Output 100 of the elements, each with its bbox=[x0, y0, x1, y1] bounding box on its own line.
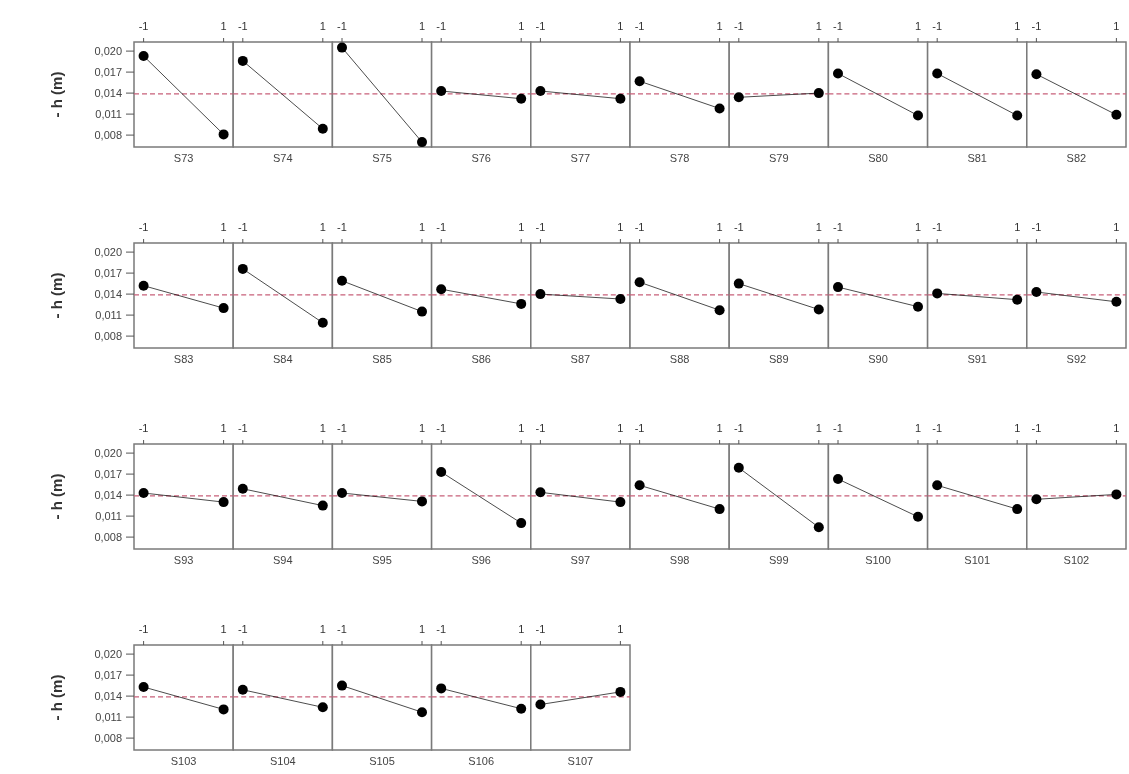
x-tick-label: -1 bbox=[436, 422, 447, 434]
y-tick-label: 0,011 bbox=[95, 308, 122, 321]
y-tick-label: 0,017 bbox=[94, 266, 122, 279]
x-axis-title: S91 bbox=[967, 353, 987, 365]
x-tick-label: 1 bbox=[716, 20, 723, 32]
x-tick-label: 1 bbox=[220, 623, 227, 635]
x-tick-label: -1 bbox=[237, 20, 248, 32]
x-tick-label: 1 bbox=[815, 20, 822, 32]
y-tick-label: 0,017 bbox=[94, 668, 122, 681]
x-axis-title: S84 bbox=[273, 353, 293, 365]
x-tick-label: 1 bbox=[220, 221, 227, 233]
x-tick-label: 1 bbox=[220, 20, 227, 32]
x-tick-label: 1 bbox=[914, 20, 922, 32]
x-axis-title: S92 bbox=[1066, 353, 1087, 365]
x-axis-title: S83 bbox=[173, 353, 194, 365]
x-tick-label: -1 bbox=[535, 422, 546, 434]
x-axis-title: S105 bbox=[369, 755, 395, 767]
x-tick-label: -1 bbox=[237, 221, 248, 233]
x-tick-label: -1 bbox=[1031, 422, 1042, 434]
x-tick-label: 1 bbox=[319, 422, 326, 434]
x-tick-label: -1 bbox=[436, 623, 447, 635]
x-tick-label: -1 bbox=[138, 422, 149, 434]
x-tick-label: 1 bbox=[418, 20, 426, 32]
x-axis-title: S98 bbox=[669, 554, 690, 566]
x-tick-label: 1 bbox=[914, 422, 922, 434]
x-tick-label: 1 bbox=[1113, 20, 1120, 32]
x-axis-title: S74 bbox=[273, 152, 293, 164]
x-tick-label: 1 bbox=[617, 623, 624, 635]
x-axis-title: S78 bbox=[669, 152, 690, 164]
x-tick-label: -1 bbox=[138, 623, 149, 635]
x-tick-label: 1 bbox=[319, 20, 326, 32]
y-tick-label: 0,011 bbox=[95, 509, 122, 522]
x-axis-title: S89 bbox=[769, 353, 789, 365]
x-tick-label: 1 bbox=[1113, 422, 1120, 434]
x-tick-label: -1 bbox=[1031, 221, 1042, 233]
x-tick-label: 1 bbox=[815, 221, 822, 233]
x-tick-label: -1 bbox=[733, 20, 744, 32]
x-tick-label: 1 bbox=[914, 221, 922, 233]
y-tick-label: 0,011 bbox=[95, 710, 122, 723]
x-axis-title: S97 bbox=[570, 554, 591, 566]
y-tick-label: 0,008 bbox=[94, 530, 122, 543]
y-tick-label: 0,017 bbox=[94, 467, 122, 480]
x-tick-label: -1 bbox=[932, 422, 943, 434]
x-axis-title: S102 bbox=[1063, 554, 1090, 566]
x-tick-label: 1 bbox=[418, 221, 426, 233]
x-tick-label: -1 bbox=[237, 422, 248, 434]
x-tick-label: -1 bbox=[436, 221, 447, 233]
y-axis-title: - h (m) bbox=[48, 473, 65, 520]
x-tick-label: 1 bbox=[1014, 20, 1021, 32]
y-tick-label: 0,008 bbox=[94, 329, 122, 342]
x-axis-title: S93 bbox=[173, 554, 194, 566]
x-tick-label: -1 bbox=[535, 20, 546, 32]
x-tick-label: -1 bbox=[833, 221, 843, 233]
y-tick-label: 0,008 bbox=[94, 731, 122, 744]
x-tick-label: -1 bbox=[535, 221, 546, 233]
x-tick-label: 1 bbox=[319, 221, 326, 233]
x-axis-title: S86 bbox=[471, 353, 491, 365]
x-axis-title: S77 bbox=[570, 152, 591, 164]
x-tick-label: 1 bbox=[716, 221, 723, 233]
x-axis-title: S76 bbox=[471, 152, 491, 164]
x-tick-label: 1 bbox=[319, 623, 326, 635]
y-axis-title: - h (m) bbox=[48, 272, 65, 319]
y-tick-label: 0,014 bbox=[94, 689, 122, 702]
x-tick-label: -1 bbox=[932, 20, 943, 32]
y-tick-label: 0,014 bbox=[94, 488, 122, 501]
x-axis-title: S88 bbox=[669, 353, 690, 365]
x-axis-title: S107 bbox=[567, 755, 594, 767]
x-tick-label: -1 bbox=[1031, 20, 1042, 32]
y-tick-label: 0,008 bbox=[94, 128, 122, 141]
x-axis-title: S94 bbox=[273, 554, 293, 566]
x-tick-label: 1 bbox=[1113, 221, 1120, 233]
x-axis-title: S85 bbox=[372, 353, 392, 365]
x-axis-title: S101 bbox=[964, 554, 991, 566]
x-tick-label: -1 bbox=[337, 422, 347, 434]
y-tick-label: 0,020 bbox=[94, 647, 122, 660]
x-axis-title: S81 bbox=[967, 152, 987, 164]
y-tick-label: 0,020 bbox=[94, 44, 122, 57]
x-tick-label: -1 bbox=[337, 221, 347, 233]
x-axis-title: S96 bbox=[471, 554, 491, 566]
x-tick-label: 1 bbox=[1014, 221, 1021, 233]
x-axis-title: S103 bbox=[170, 755, 197, 767]
x-tick-label: 1 bbox=[518, 221, 525, 233]
x-tick-label: 1 bbox=[617, 422, 624, 434]
y-tick-label: 0,020 bbox=[94, 245, 122, 258]
x-tick-label: 1 bbox=[518, 422, 525, 434]
x-tick-label: -1 bbox=[833, 20, 843, 32]
x-axis-title: S99 bbox=[769, 554, 789, 566]
x-tick-label: 1 bbox=[617, 221, 624, 233]
x-tick-label: 1 bbox=[1014, 422, 1021, 434]
x-tick-label: 1 bbox=[617, 20, 624, 32]
x-axis-title: S79 bbox=[769, 152, 789, 164]
x-tick-label: -1 bbox=[337, 20, 347, 32]
x-axis-title: S95 bbox=[372, 554, 392, 566]
x-tick-label: -1 bbox=[634, 422, 645, 434]
x-tick-label: -1 bbox=[535, 623, 546, 635]
x-tick-label: 1 bbox=[518, 20, 525, 32]
y-axis-title: - h (m) bbox=[48, 71, 65, 118]
x-tick-label: -1 bbox=[337, 623, 347, 635]
x-tick-label: 1 bbox=[418, 623, 426, 635]
y-tick-label: 0,011 bbox=[95, 107, 122, 120]
